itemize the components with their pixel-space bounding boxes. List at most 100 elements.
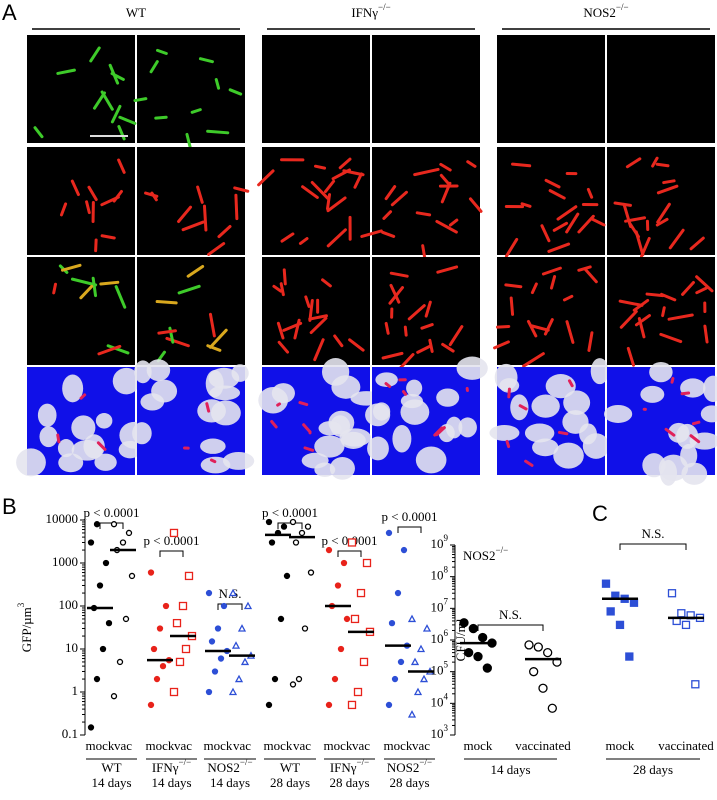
data-point (234, 674, 244, 683)
bacterium (114, 285, 127, 309)
nucleus (640, 385, 665, 403)
data-point (172, 618, 182, 628)
bacterium (110, 104, 122, 124)
nucleus (339, 428, 371, 447)
x-tick-label: mock (606, 738, 635, 753)
data-point (334, 582, 342, 589)
bacterium (60, 263, 82, 272)
chart-title: NOS2−/− (463, 545, 508, 563)
nucleus (367, 436, 389, 461)
data-point (385, 529, 393, 537)
nucleus (392, 424, 412, 453)
bacterium (403, 325, 408, 337)
bacterium (79, 284, 94, 300)
bacterium (439, 173, 450, 185)
data-point (110, 693, 118, 700)
x-tick-label: mock (264, 738, 293, 753)
data-point (407, 710, 417, 718)
group-label-sup: −/− (179, 757, 192, 767)
bacterium (619, 309, 638, 329)
nucleus (458, 417, 477, 438)
comparison-bracket (159, 550, 184, 557)
bacterium (85, 200, 91, 215)
nucleus (231, 364, 249, 382)
data-point (681, 620, 691, 630)
data-point (350, 614, 360, 624)
data-point (240, 657, 250, 666)
bacterium (70, 179, 80, 197)
x-tick-label: mock (146, 738, 175, 753)
nucleus (494, 363, 518, 391)
data-point (217, 655, 225, 662)
nucleus (680, 443, 698, 468)
bacterium (420, 323, 434, 330)
data-point (289, 518, 297, 526)
nucleus (94, 453, 117, 471)
data-point (413, 687, 423, 696)
bacterium (276, 402, 281, 407)
y-axis-label-base: GFP/µm (19, 607, 34, 652)
condition-label: vac (459, 38, 477, 53)
data-point (211, 668, 219, 675)
bacterium (584, 268, 598, 284)
data-point (629, 598, 639, 607)
data-point (228, 588, 238, 597)
bacterium (279, 282, 285, 297)
panel-label: C (592, 501, 608, 526)
micrograph (262, 35, 370, 143)
nucleus (314, 462, 336, 477)
nucleus (681, 462, 708, 485)
bacterium (52, 282, 57, 295)
data-point (419, 674, 429, 683)
x-tick-label: vac (352, 738, 370, 753)
bacterium (206, 129, 230, 135)
bacterium (390, 190, 408, 207)
bacterium (257, 169, 275, 187)
bacterium (198, 57, 214, 64)
nucleus (700, 405, 717, 423)
bacterium (154, 115, 168, 120)
bacterium (177, 205, 193, 224)
bacterium (656, 184, 679, 195)
bacterium (695, 286, 708, 295)
nucleus (445, 416, 463, 439)
bacterium (511, 162, 532, 168)
bacterium (577, 214, 595, 234)
data-point (625, 652, 634, 661)
bacterium (277, 340, 290, 354)
data-point (153, 675, 161, 683)
data-point (125, 529, 133, 537)
bacterium (234, 193, 239, 221)
y-axis-label: CFU/ml (453, 618, 468, 661)
bacterium (504, 237, 519, 258)
bacterium (298, 237, 309, 245)
bacterium (228, 88, 243, 96)
bacterium (507, 387, 511, 399)
comparison-bracket (619, 543, 687, 550)
data-point (359, 657, 369, 667)
bacterium (309, 316, 328, 335)
bacterium (695, 275, 714, 293)
y-tick-label: 1000 (52, 554, 78, 569)
panel-label: B (2, 494, 17, 519)
data-point (459, 618, 469, 628)
group-label-sup: −/− (240, 757, 253, 767)
y-tick-label-sup: 8 (444, 565, 449, 575)
data-point (601, 579, 611, 588)
bacterium (33, 126, 44, 139)
data-point (482, 663, 492, 673)
data-point (407, 614, 417, 623)
nucleus (321, 358, 350, 386)
nucleus (210, 400, 241, 426)
bacterium (433, 426, 444, 437)
bacterium (381, 230, 396, 238)
micrograph (607, 257, 715, 365)
bacterium (589, 217, 606, 227)
bacterium (436, 265, 459, 274)
bacterium (206, 344, 222, 352)
data-point (147, 701, 155, 709)
bacterium (110, 72, 125, 81)
bacterium (526, 319, 538, 338)
data-point (385, 701, 393, 709)
bacterium (681, 280, 695, 296)
